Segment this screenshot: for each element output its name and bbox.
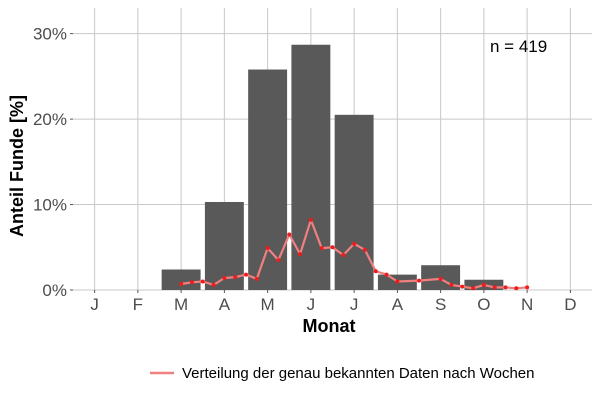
y-axis-title: Anteil Funde [%] bbox=[7, 95, 27, 237]
series-point bbox=[352, 241, 357, 246]
series-point bbox=[362, 247, 367, 252]
series-point bbox=[276, 258, 281, 263]
x-tick-label: M bbox=[174, 295, 188, 314]
x-tick-label: F bbox=[133, 295, 143, 314]
x-tick-label: A bbox=[219, 295, 231, 314]
series-point bbox=[438, 276, 443, 281]
series-point bbox=[330, 245, 335, 250]
series-point bbox=[189, 280, 194, 285]
y-tick-label: 0% bbox=[42, 281, 67, 300]
x-tick-label: D bbox=[564, 295, 576, 314]
series-point bbox=[308, 217, 313, 222]
x-tick-label: M bbox=[261, 295, 275, 314]
y-axis-ticks: 0% 10% 20% 30% bbox=[33, 25, 73, 300]
legend: Verteilung der genau bekannten Daten nac… bbox=[150, 365, 535, 382]
series-point bbox=[471, 286, 476, 291]
bar-6 bbox=[334, 114, 374, 291]
legend-label: Verteilung der genau bekannten Daten nac… bbox=[182, 365, 535, 382]
series-point bbox=[395, 279, 400, 284]
series-point bbox=[265, 246, 270, 251]
bar-3 bbox=[204, 201, 244, 290]
series-point bbox=[200, 279, 205, 284]
y-tick-label: 30% bbox=[33, 25, 67, 44]
series-point bbox=[211, 282, 216, 287]
series-point bbox=[341, 252, 346, 257]
series-point bbox=[244, 272, 248, 277]
series-point bbox=[287, 232, 292, 237]
series-point bbox=[492, 285, 497, 290]
x-tick-label: O bbox=[477, 295, 490, 314]
series-point bbox=[514, 286, 519, 291]
bar-2 bbox=[161, 269, 201, 290]
series-point bbox=[525, 285, 530, 290]
y-tick-label: 10% bbox=[33, 196, 67, 215]
x-tick-label: N bbox=[521, 295, 533, 314]
bar-4 bbox=[248, 69, 288, 290]
series-point bbox=[481, 282, 486, 287]
series-point bbox=[417, 278, 421, 283]
y-tick-label: 20% bbox=[33, 110, 67, 129]
series-point bbox=[373, 269, 378, 274]
bars bbox=[161, 44, 504, 291]
series-point bbox=[384, 272, 389, 277]
series-point bbox=[254, 276, 259, 281]
x-tick-label: J bbox=[90, 295, 99, 314]
series-point bbox=[449, 282, 454, 287]
grid-lines bbox=[73, 8, 592, 291]
series-point bbox=[222, 276, 227, 281]
series-point bbox=[233, 275, 238, 280]
x-axis-title: Monat bbox=[303, 316, 356, 336]
x-tick-label: J bbox=[350, 295, 359, 314]
x-tick-label: S bbox=[435, 295, 446, 314]
sample-size-annotation: n = 419 bbox=[490, 37, 547, 56]
bar-5 bbox=[291, 44, 331, 290]
x-tick-label: J bbox=[307, 295, 316, 314]
series-point bbox=[298, 252, 303, 257]
x-tick-label: A bbox=[392, 295, 404, 314]
weekly-distribution-series bbox=[179, 217, 530, 291]
series-point bbox=[179, 282, 184, 287]
series-point bbox=[460, 284, 465, 289]
series-point bbox=[503, 285, 508, 290]
series-point bbox=[319, 246, 324, 251]
